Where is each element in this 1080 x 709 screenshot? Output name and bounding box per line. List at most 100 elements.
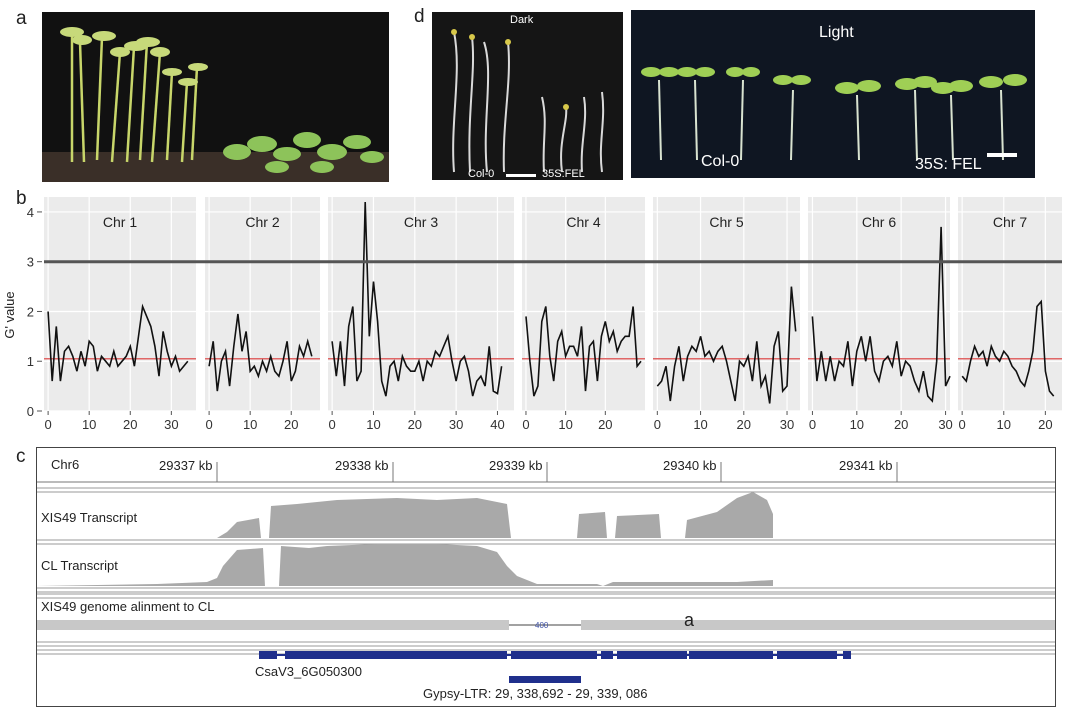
gene-exon [285,651,507,659]
x-tick-label: 20 [894,417,908,432]
ruler-tick-label: 29341 kb [839,458,893,473]
x-tick-label: 10 [366,417,380,432]
gene-exon [617,651,687,659]
gene-exon [777,651,837,659]
gene-exon [601,651,613,659]
photo-dark-seedlings: Dark Col-0 35S:FEL [432,12,623,180]
light-label: Light [819,24,854,41]
g-value-chart: G' value 0 1 2 3 4 Chr 1 0 10 20 30 Chr 2 0 10 20 Chr 3… [2,197,1062,432]
igv-browser: Chr6 29337 kb 29338 kb 29339 kb 29340 kb 293… [36,447,1056,707]
alignment-block-right [581,620,1055,630]
facet-chr-4: Chr 4 0 10 20 [522,197,645,432]
facet-background [958,197,1062,411]
facet-chr-7: Chr 7 0 10 20 [958,197,1062,432]
photo-light-seedlings: Light Col-0 35S: FEL [631,10,1035,178]
gene-exon [843,651,851,659]
x-tick-label: 30 [938,417,952,432]
gene-exon [689,651,773,659]
x-tick-label: 10 [558,417,572,432]
series-line [208,313,313,392]
alignment-mark: a [684,610,695,630]
facet-background [44,197,196,411]
series-line [47,303,189,382]
facet-background [205,197,320,411]
gypsy-ltr-label: Gypsy-LTR: 29, 338,692 - 29, 339, 086 [423,686,648,701]
ruler-tick-label: 29339 kb [489,458,543,473]
x-tick-label: 20 [284,417,298,432]
series-line [656,286,797,404]
x-tick-label: 10 [82,417,96,432]
facet-title: Chr 3 [404,214,438,230]
coverage-xis49 [37,492,773,538]
facet-background [522,197,645,411]
alignment-block-left [37,620,509,630]
y-tick-label: 4 [27,205,34,220]
light-scale-bar [987,153,1017,157]
facet-chr-5: Chr 5 0 10 20 30 [653,197,800,432]
light-fel-label: 35S: FEL [915,156,982,173]
track-label-cl: CL Transcript [41,558,118,573]
dark-col0-label: Col-0 [468,168,495,180]
gene-exon [511,651,597,659]
facet-title: Chr 2 [245,214,279,230]
alignment-gap-label: 400 [535,621,549,630]
y-tick-label: 2 [27,304,34,319]
facet-title: Chr 5 [709,214,743,230]
facet-background [808,197,950,411]
series-line [961,299,1055,397]
light-col0-label: Col-0 [701,153,740,170]
y-tick-label: 0 [27,404,34,419]
x-tick-label: 0 [654,417,661,432]
y-tick-label: 3 [27,255,34,270]
facet-title: Chr 6 [862,214,896,230]
x-tick-label: 0 [959,417,966,432]
facet-title: Chr 4 [566,214,600,230]
x-tick-label: 20 [408,417,422,432]
panel-letter-a: a [16,8,27,29]
x-tick-label: 20 [737,417,751,432]
series-line [811,226,951,403]
photo-seedlings-soil [42,12,389,182]
panel-letter-d: d [414,6,425,27]
y-axis-label: G' value [2,291,17,338]
x-tick-label: 10 [850,417,864,432]
x-tick-label: 20 [598,417,612,432]
x-tick-label: 0 [809,417,816,432]
series-line [331,201,503,397]
x-tick-label: 20 [123,417,137,432]
ruler-tick-label: 29337 kb [159,458,213,473]
dark-label: Dark [510,14,534,26]
panel-letter-b: b [16,188,27,209]
x-tick-label: 30 [449,417,463,432]
facet-chr-1: Chr 1 0 10 20 30 [44,197,196,432]
facet-chr-3: Chr 3 0 10 20 30 40 [328,197,514,432]
x-tick-label: 0 [522,417,529,432]
facet-title: Chr 1 [103,214,137,230]
facet-title: Chr 7 [993,214,1027,230]
dark-fel-label: 35S:FEL [542,168,585,180]
x-tick-label: 10 [693,417,707,432]
coverage-cl [37,544,1055,586]
x-tick-label: 10 [243,417,257,432]
x-tick-label: 30 [164,417,178,432]
ruler-tick-label: 29340 kb [663,458,717,473]
x-tick-label: 20 [1038,417,1052,432]
facet-background [653,197,800,411]
facet-chr-2: Chr 2 0 10 20 [205,197,320,432]
ruler-tick-label: 29338 kb [335,458,389,473]
series-line [525,306,642,397]
facet-chr-6: Chr 6 0 10 20 30 [808,197,953,432]
x-tick-label: 0 [205,417,212,432]
x-tick-label: 30 [780,417,794,432]
dark-scale-bar [506,174,536,177]
x-tick-label: 10 [997,417,1011,432]
track-label-xis49: XIS49 Transcript [41,510,138,525]
gene-name-label: CsaV3_6G050300 [255,664,362,679]
y-tick-label: 1 [27,354,34,369]
panel-letter-c: c [16,446,26,467]
gypsy-ltr-bar [509,676,581,683]
gene-exon [259,651,277,659]
x-tick-label: 0 [329,417,336,432]
x-tick-label: 0 [44,417,51,432]
track-label-alignment: XIS49 genome alinment to CL [41,599,215,614]
